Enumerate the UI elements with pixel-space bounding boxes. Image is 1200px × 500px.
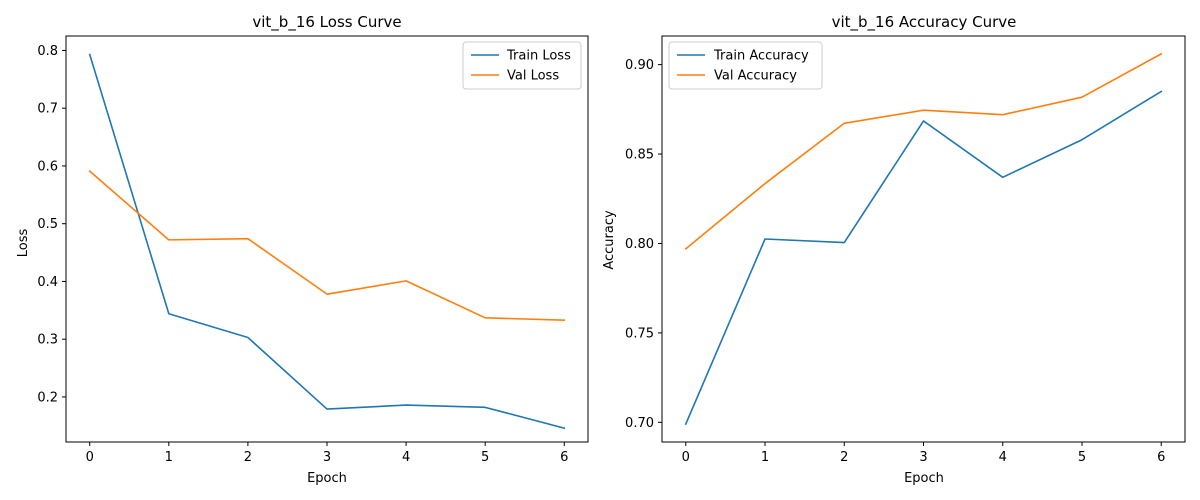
accuracy-chart-frame — [661, 35, 1186, 443]
loss-ytick-label: 0.4 — [37, 275, 58, 290]
accuracy-chart-xlabel: Epoch — [904, 471, 944, 486]
accuracy-chart-ticks: 0 1 2 3 4 5 6 0.70 0.75 0.80 0.85 0.90 — [625, 58, 1165, 465]
accuracy-xtick-label: 6 — [1157, 450, 1165, 465]
loss-ytick-label: 0.8 — [37, 44, 58, 59]
accuracy-series-val-accuracy-line — [684, 52, 1163, 250]
accuracy-legend-label-train: Train Accuracy — [713, 49, 809, 64]
loss-xtick-label: 6 — [560, 450, 568, 465]
accuracy-ytick-label: 0.70 — [625, 416, 654, 431]
loss-xtick-label: 3 — [323, 450, 331, 465]
loss-legend-box — [462, 41, 582, 90]
accuracy-xtick-label: 1 — [761, 450, 769, 465]
accuracy-ytick-label: 0.75 — [625, 326, 654, 341]
accuracy-chart-legend: Train Accuracy Val Accuracy — [668, 41, 823, 90]
accuracy-xtick-label: 4 — [999, 450, 1007, 465]
accuracy-legend-box — [668, 41, 823, 90]
loss-chart-legend: Train Loss Val Loss — [462, 41, 582, 90]
accuracy-chart-lines — [684, 52, 1163, 426]
accuracy-series-train-accuracy-line — [684, 90, 1163, 426]
accuracy-ytick-label: 0.80 — [625, 237, 654, 252]
loss-chart-title: vit_b_16 Loss Curve — [252, 13, 401, 32]
accuracy-chart-ylabel: Accuracy — [602, 210, 617, 270]
loss-ytick-label: 0.7 — [37, 102, 58, 117]
loss-chart-ticks: 0 1 2 3 4 5 6 0.2 0.3 0.4 0.5 0.6 0.7 0.8 — [37, 44, 568, 465]
loss-chart-ylabel: Loss — [16, 229, 31, 258]
accuracy-chart-panel: vit_b_16 Accuracy Curve Epoch Accuracy 0… — [602, 13, 1186, 486]
loss-ytick-label: 0.3 — [37, 333, 58, 348]
loss-chart-xlabel: Epoch — [307, 471, 347, 486]
accuracy-xtick-label: 5 — [1078, 450, 1086, 465]
loss-ytick-label: 0.6 — [37, 159, 58, 174]
loss-legend-label-val: Val Loss — [507, 69, 559, 84]
accuracy-ytick-label: 0.85 — [625, 148, 654, 163]
loss-xtick-label: 0 — [86, 450, 94, 465]
accuracy-legend-label-val: Val Accuracy — [714, 69, 797, 84]
loss-series-train-loss-line — [88, 53, 566, 430]
loss-series-val-loss-line — [88, 170, 566, 321]
accuracy-xtick-label: 2 — [840, 450, 848, 465]
loss-xtick-label: 4 — [402, 450, 410, 465]
loss-chart-panel: vit_b_16 Loss Curve Epoch Loss 0 1 2 3 4 5 6 0.… — [16, 13, 589, 486]
loss-chart-lines — [88, 53, 566, 430]
loss-chart-frame — [65, 35, 589, 443]
accuracy-ytick-label: 0.90 — [625, 58, 654, 73]
loss-xtick-label: 2 — [244, 450, 252, 465]
accuracy-chart-title: vit_b_16 Accuracy Curve — [832, 13, 1017, 32]
accuracy-xtick-label: 3 — [919, 450, 927, 465]
loss-ytick-label: 0.2 — [37, 390, 58, 405]
accuracy-xtick-label: 0 — [682, 450, 690, 465]
loss-ytick-label: 0.5 — [37, 217, 58, 232]
loss-xtick-label: 5 — [481, 450, 489, 465]
loss-xtick-label: 1 — [165, 450, 173, 465]
loss-legend-label-train: Train Loss — [506, 49, 571, 64]
